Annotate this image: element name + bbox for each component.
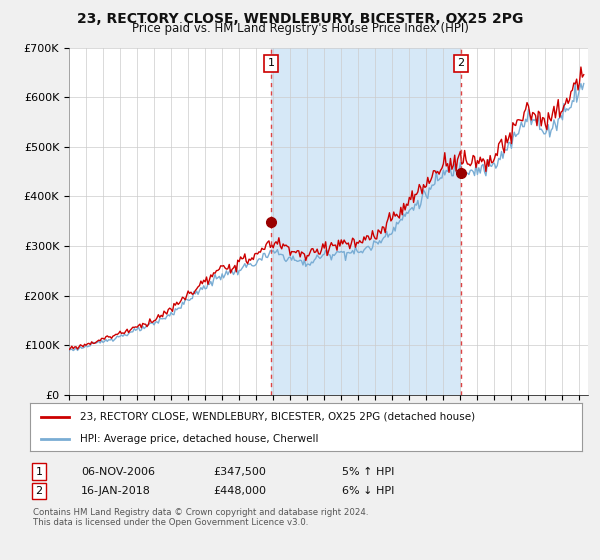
Text: 1: 1 [268, 58, 274, 68]
Text: 2: 2 [457, 58, 464, 68]
Text: 1: 1 [35, 466, 43, 477]
Bar [271, 48, 461, 395]
Text: £448,000: £448,000 [213, 486, 266, 496]
Text: 16-JAN-2018: 16-JAN-2018 [81, 486, 151, 496]
Text: 6% ↓ HPI: 6% ↓ HPI [342, 486, 394, 496]
Text: 06-NOV-2006: 06-NOV-2006 [81, 466, 155, 477]
Text: £347,500: £347,500 [213, 466, 266, 477]
Text: HPI: Average price, detached house, Cherwell: HPI: Average price, detached house, Cher… [80, 434, 318, 444]
Text: Price paid vs. HM Land Registry's House Price Index (HPI): Price paid vs. HM Land Registry's House … [131, 22, 469, 35]
Text: Contains HM Land Registry data © Crown copyright and database right 2024.: Contains HM Land Registry data © Crown c… [33, 508, 368, 517]
Text: 23, RECTORY CLOSE, WENDLEBURY, BICESTER, OX25 2PG (detached house): 23, RECTORY CLOSE, WENDLEBURY, BICESTER,… [80, 412, 475, 422]
Text: 2: 2 [35, 486, 43, 496]
Text: This data is licensed under the Open Government Licence v3.0.: This data is licensed under the Open Gov… [33, 518, 308, 527]
Text: 5% ↑ HPI: 5% ↑ HPI [342, 466, 394, 477]
Text: 23, RECTORY CLOSE, WENDLEBURY, BICESTER, OX25 2PG: 23, RECTORY CLOSE, WENDLEBURY, BICESTER,… [77, 12, 523, 26]
